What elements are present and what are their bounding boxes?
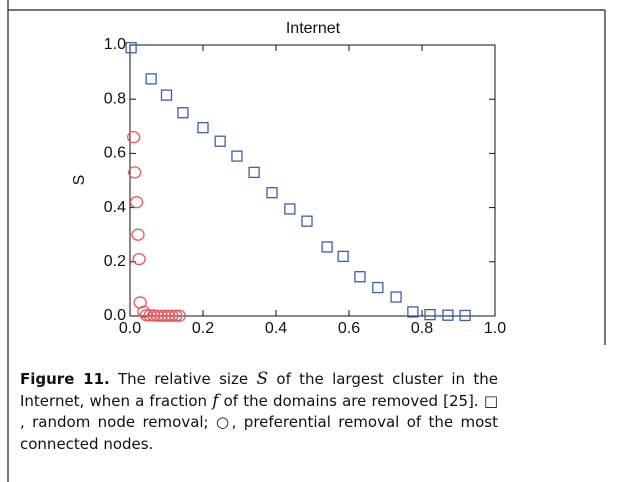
square-point <box>390 291 402 303</box>
caption-text: of the largest cluster in the Internet, … <box>20 370 498 410</box>
circle-point <box>131 228 145 241</box>
x-tick-label: 0.6 <box>338 320 360 337</box>
x-tick-label: 0.8 <box>411 320 433 337</box>
y-tick-label: 0.8 <box>104 90 126 107</box>
y-axis-label: S <box>71 175 88 186</box>
circle-point <box>161 309 175 322</box>
y-tick-label: 0.2 <box>104 253 126 270</box>
y-tick-label: 0.6 <box>104 145 126 162</box>
square-point <box>337 250 349 263</box>
square-point <box>248 166 260 179</box>
caption-marker: □ <box>483 391 498 410</box>
circle-point <box>168 309 183 322</box>
caption-label: Figure 11. <box>20 370 110 388</box>
caption: Figure 11. The relative size S of the la… <box>20 369 498 455</box>
square-point <box>266 187 278 199</box>
circle-point <box>165 309 179 322</box>
circle-point <box>128 166 142 179</box>
square-point <box>424 308 436 321</box>
square-point <box>125 42 137 54</box>
circle-point <box>143 309 157 322</box>
circle-point <box>147 309 161 322</box>
x-tick-label: 0.2 <box>192 320 214 337</box>
square-point <box>321 241 333 253</box>
chart-title: Internet <box>286 20 341 37</box>
square-point <box>214 135 226 147</box>
y-tick-label: 0.0 <box>104 307 126 324</box>
caption-text: , random node removal; <box>20 413 216 431</box>
caption-marker: ○ <box>215 413 232 431</box>
circle-point <box>139 309 154 322</box>
square-point <box>459 309 471 322</box>
square-point <box>160 89 173 101</box>
circle-point <box>158 309 172 322</box>
square-point <box>442 309 454 321</box>
caption-text: The relative size <box>118 370 257 388</box>
square-point <box>284 203 296 215</box>
caption-symbol: f <box>212 390 219 411</box>
x-tick-label: 0.4 <box>265 320 287 337</box>
circle-point <box>154 309 168 322</box>
circle-point <box>132 252 146 266</box>
circle-point <box>172 309 186 322</box>
y-tick-label: 0.4 <box>104 199 126 216</box>
x-tick-label: 1.0 <box>484 320 506 337</box>
square-point <box>407 306 419 318</box>
square-point <box>145 73 157 85</box>
square-point <box>231 150 243 162</box>
plot-frame <box>129 44 496 317</box>
square-point <box>177 107 189 119</box>
y-tick-label: 1.0 <box>104 36 126 53</box>
square-point <box>354 271 366 283</box>
caption-text: of the domains are removed [25]. <box>218 391 484 410</box>
x-tick-label: 0.0 <box>119 320 141 337</box>
square-point <box>372 281 384 294</box>
circle-point <box>126 130 141 144</box>
square-point <box>197 122 209 134</box>
caption-symbol: S <box>256 369 269 389</box>
caption-text: , preferential removal of the most conne… <box>20 413 498 453</box>
circle-point <box>129 196 144 209</box>
circle-point <box>150 309 165 322</box>
square-point <box>301 215 313 227</box>
